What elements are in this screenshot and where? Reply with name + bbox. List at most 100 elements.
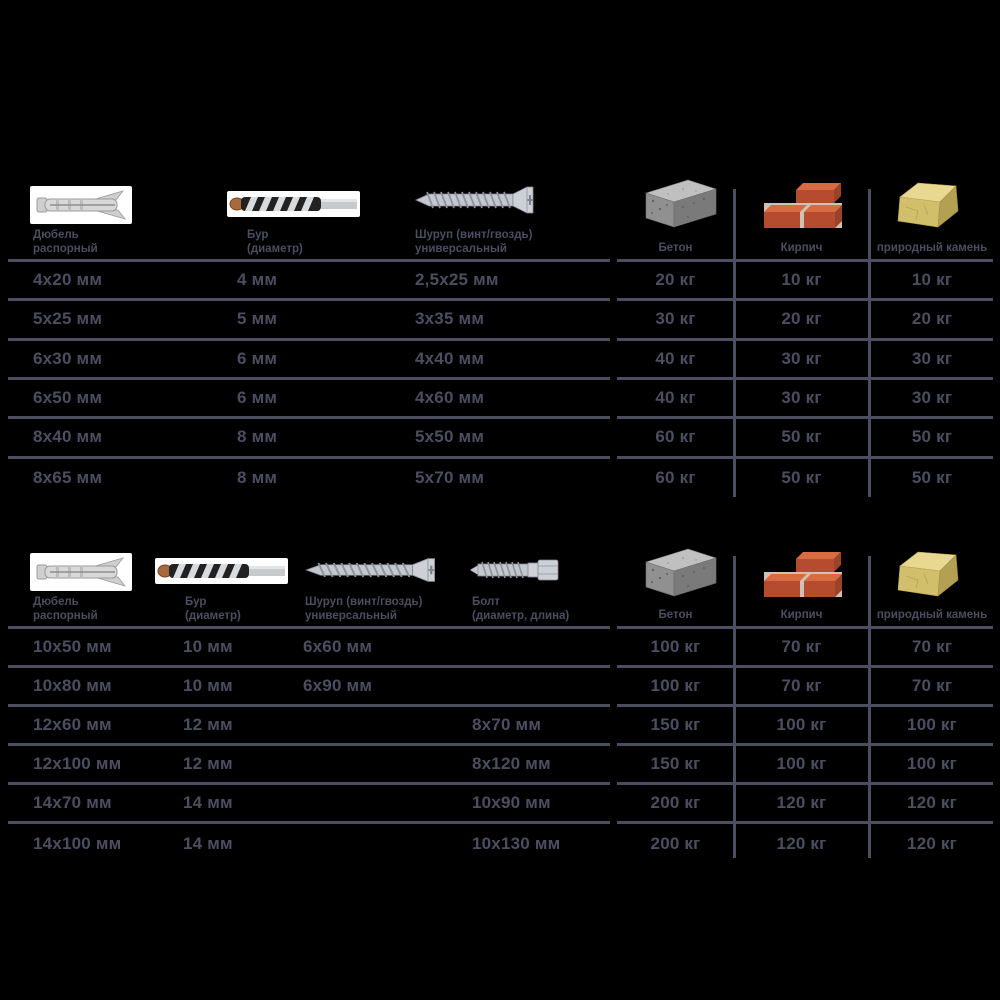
dowel-size-cell: 14x100 мм — [33, 834, 122, 853]
table-row: 10x80 мм 10 мм 6x90 мм 100 кг 70 кг 70 к… — [0, 668, 1000, 704]
dowel-photo — [30, 553, 132, 591]
screw-size-cell: 2,5x25 мм — [415, 270, 499, 289]
row-divider-left — [8, 782, 610, 785]
concrete-load-cell: 30 кг — [655, 309, 696, 328]
screw-photo — [413, 184, 548, 216]
screw-size-cell: 6x90 мм — [303, 676, 373, 695]
concrete-block-icon — [638, 546, 722, 598]
drill-diameter-cell: 10 мм — [183, 637, 233, 656]
drill-diameter-cell: 14 мм — [183, 834, 233, 853]
row-divider-left — [8, 456, 610, 459]
bolt-column-label: Болт (диаметр, длина) — [472, 596, 570, 622]
brick-column-label: Кирпич — [780, 609, 823, 621]
screw-photo — [303, 556, 451, 584]
dowel-size-cell: 6x30 мм — [33, 349, 103, 368]
bolt-size-cell: 10x90 мм — [472, 793, 551, 812]
stone-load-cell: 30 кг — [911, 349, 953, 368]
dowel-size-cell: 4x20 мм — [33, 270, 103, 289]
drill-diameter-cell: 8 мм — [237, 427, 278, 446]
drill-diameter-cell: 6 мм — [237, 388, 278, 407]
screw-size-cell: 5x70 мм — [415, 468, 485, 487]
table-row: 14x70 мм 14 мм 10x90 мм 200 кг 120 кг 12… — [0, 785, 1000, 821]
concrete-load-cell: 20 кг — [655, 270, 696, 289]
stone-load-cell: 100 кг — [907, 715, 957, 734]
concrete-load-cell: 60 кг — [655, 468, 696, 487]
row-divider-left — [8, 338, 610, 341]
row-divider-right — [617, 456, 993, 459]
row-divider-right — [617, 782, 993, 785]
table-row: 6x30 мм 6 мм 4x40 мм 40 кг 30 кг 30 кг — [0, 341, 1000, 377]
brick-load-cell: 70 кг — [781, 676, 822, 695]
screw-size-cell — [303, 785, 465, 821]
concrete-column-label: Бетон — [658, 609, 693, 621]
concrete-block-icon — [638, 177, 722, 229]
brick-load-cell: 10 кг — [781, 270, 822, 289]
lag-bolt-photo — [468, 556, 563, 584]
drill-diameter-cell: 12 мм — [183, 715, 233, 734]
brick-load-cell: 120 кг — [776, 793, 827, 812]
row-divider-right — [617, 665, 993, 668]
drill-bit-photo — [155, 558, 288, 584]
table-row: 6x50 мм 6 мм 4x60 мм 40 кг 30 кг 30 кг — [0, 380, 1000, 416]
concrete-column-label: Бетон — [658, 242, 693, 254]
row-divider-right — [617, 338, 993, 341]
stone-load-cell: 70 кг — [911, 637, 953, 656]
row-divider-left — [8, 704, 610, 707]
brick-load-cell: 20 кг — [781, 309, 822, 328]
dowel-column-label: Дюбель распорный — [33, 596, 98, 622]
dowel-size-cell: 10x80 мм — [33, 676, 112, 695]
brick-load-cell: 100 кг — [776, 715, 827, 734]
table-row: 5x25 мм 5 мм 3x35 мм 30 кг 20 кг 20 кг — [0, 301, 1000, 337]
screw-size-cell — [303, 746, 465, 782]
dowel-size-cell: 5x25 мм — [33, 309, 103, 328]
brick-column-label: Кирпич — [780, 242, 823, 254]
stone-load-cell: 50 кг — [911, 427, 953, 446]
concrete-load-cell: 150 кг — [650, 754, 701, 773]
screw-column-label: Шуруп (винт/гвоздь) универсальный — [415, 229, 533, 255]
table-row: 4x20 мм 4 мм 2,5x25 мм 20 кг 10 кг 10 кг — [0, 262, 1000, 298]
row-divider-left — [8, 298, 610, 301]
screw-size-cell: 4x60 мм — [415, 388, 485, 407]
row-divider-right — [617, 416, 993, 419]
concrete-load-cell: 60 кг — [655, 427, 696, 446]
bricks-icon — [762, 177, 842, 230]
brick-load-cell: 30 кг — [781, 388, 822, 407]
dowel-size-cell: 14x70 мм — [33, 793, 112, 812]
stone-load-cell: 100 кг — [907, 754, 957, 773]
concrete-load-cell: 100 кг — [650, 676, 701, 695]
brick-load-cell: 120 кг — [776, 834, 827, 853]
bolt-size-cell: 8x70 мм — [472, 715, 542, 734]
row-divider-right — [617, 743, 993, 746]
concrete-load-cell: 40 кг — [655, 349, 696, 368]
table-row: 14x100 мм 14 мм 10x130 мм 200 кг 120 кг … — [0, 824, 1000, 864]
stone-load-cell: 120 кг — [907, 834, 957, 853]
dowel-size-cell: 12x100 мм — [33, 754, 122, 773]
brick-load-cell: 50 кг — [781, 427, 822, 446]
row-divider-left — [8, 743, 610, 746]
concrete-load-cell: 150 кг — [650, 715, 701, 734]
column-divider — [733, 556, 736, 858]
concrete-load-cell: 200 кг — [650, 793, 701, 812]
row-divider-left — [8, 665, 610, 668]
row-divider-right — [617, 821, 993, 824]
drill-diameter-cell: 12 мм — [183, 754, 233, 773]
row-divider-left — [8, 626, 610, 629]
stone-load-cell: 120 кг — [907, 793, 957, 812]
screw-size-cell — [303, 824, 465, 864]
drill-bit-photo — [227, 191, 360, 217]
drill-diameter-cell: 8 мм — [237, 468, 278, 487]
row-divider-left — [8, 821, 610, 824]
bolt-size-cell: 10x130 мм — [472, 834, 561, 853]
bolt-size-cell: 8x120 мм — [472, 754, 551, 773]
table-row: 8x65 мм 8 мм 5x70 мм 60 кг 50 кг 50 кг — [0, 459, 1000, 497]
screw-size-cell: 6x60 мм — [303, 637, 373, 656]
drill-diameter-cell: 4 мм — [237, 270, 278, 289]
brick-load-cell: 100 кг — [776, 754, 827, 773]
row-divider-right — [617, 298, 993, 301]
screw-size-cell: 4x40 мм — [415, 349, 485, 368]
table-row: 12x60 мм 12 мм 8x70 мм 150 кг 100 кг 100… — [0, 707, 1000, 743]
table-row: 12x100 мм 12 мм 8x120 мм 150 кг 100 кг 1… — [0, 746, 1000, 782]
dowel-size-cell: 10x50 мм — [33, 637, 112, 656]
dowel-size-cell: 12x60 мм — [33, 715, 112, 734]
